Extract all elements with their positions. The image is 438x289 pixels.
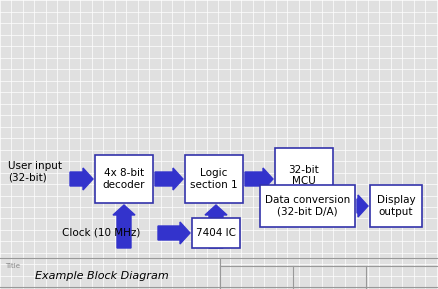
- Text: 4x 8-bit
decoder: 4x 8-bit decoder: [102, 168, 145, 190]
- Bar: [184, 155, 243, 203]
- Polygon shape: [155, 168, 183, 190]
- Polygon shape: [356, 195, 367, 217]
- Text: Example Block Diagram: Example Block Diagram: [35, 271, 168, 281]
- Text: Data conversion
(32-bit D/A): Data conversion (32-bit D/A): [264, 195, 350, 217]
- Bar: [369, 185, 421, 227]
- Text: Logic
section 1: Logic section 1: [190, 168, 237, 190]
- Bar: [191, 218, 240, 248]
- Polygon shape: [70, 168, 93, 190]
- Bar: [95, 155, 153, 203]
- Bar: [274, 148, 332, 203]
- Polygon shape: [292, 177, 314, 204]
- Polygon shape: [205, 205, 226, 248]
- Polygon shape: [158, 222, 190, 244]
- Polygon shape: [113, 205, 135, 248]
- Text: 32-bit
MCU: 32-bit MCU: [288, 165, 319, 186]
- Text: Title: Title: [5, 263, 20, 269]
- Bar: [259, 185, 354, 227]
- Polygon shape: [244, 168, 272, 190]
- Text: Display
output: Display output: [376, 195, 414, 217]
- Text: 7404 IC: 7404 IC: [195, 228, 236, 238]
- Text: Clock (10 MHz): Clock (10 MHz): [62, 228, 140, 238]
- Text: User input
(32-bit): User input (32-bit): [8, 161, 62, 183]
